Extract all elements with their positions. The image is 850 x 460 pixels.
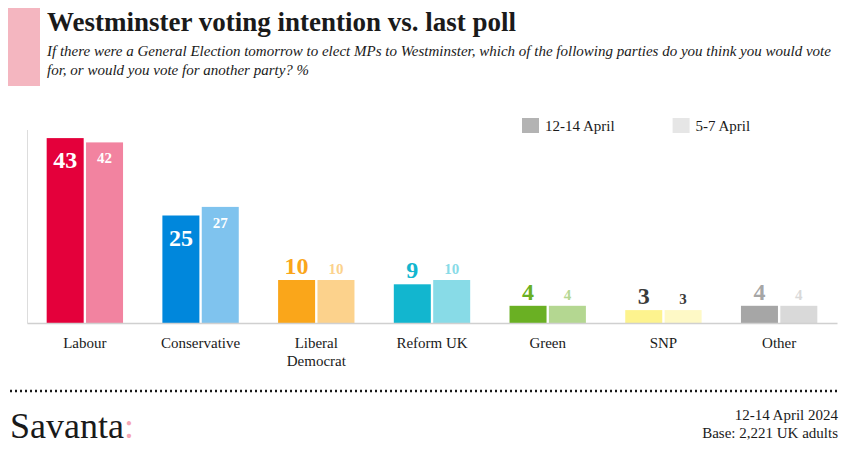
data-labels: 432510943442271010434 (53, 147, 803, 309)
x-tick: Reform UK (396, 323, 467, 351)
data-label: 25 (169, 225, 193, 251)
x-tick-label: Green (529, 335, 566, 351)
y-axis-line (27, 130, 28, 324)
bars (47, 138, 818, 323)
x-tick-label: Reform UK (396, 335, 467, 351)
chart-svg: Westminster voting intention vs. last po… (0, 0, 850, 460)
x-tick-label: Conservative (161, 335, 240, 351)
bar (433, 280, 470, 323)
data-label: 10 (328, 261, 343, 277)
legend-item: 5-7 April (673, 118, 751, 134)
footer-note: Base: 2,221 UK adults (702, 425, 838, 441)
x-tick-label: LiberalDemocrat (287, 335, 347, 369)
footer-note: 12-14 April 2024 (735, 407, 839, 423)
subtitle: If there were a General Election tomorro… (46, 43, 831, 78)
x-tick: Labour (63, 323, 106, 351)
x-tick-label: SNP (650, 335, 678, 351)
x-tick: LiberalDemocrat (287, 323, 347, 369)
x-tick: Other (762, 323, 796, 351)
legend-label: 12-14 April (545, 118, 615, 134)
x-axis: Labour Conservative LiberalDemocrat Reform … (28, 323, 838, 369)
data-label: 9 (406, 257, 418, 283)
x-tick: Green (529, 323, 566, 351)
data-label: 42 (97, 150, 112, 166)
source-logo: Savanta: (10, 406, 134, 446)
bar (86, 142, 123, 323)
bar (665, 310, 702, 323)
x-tick: Conservative (161, 323, 240, 351)
x-tick-label: Labour (63, 335, 106, 351)
data-label: 4 (564, 287, 572, 303)
legend-label: 5-7 April (696, 118, 751, 134)
legend-item: 12-14 April (522, 118, 615, 134)
bar (317, 280, 354, 323)
data-label: 43 (53, 147, 77, 173)
title-accent (8, 8, 40, 86)
x-tick-label: Other (762, 335, 796, 351)
data-label: 4 (522, 279, 534, 305)
data-label: 4 (753, 279, 765, 305)
x-axis-line (28, 323, 838, 325)
bar (741, 306, 778, 323)
bar (162, 216, 199, 324)
bar (202, 207, 239, 323)
footer-rule (10, 390, 840, 393)
y-axis (27, 130, 28, 324)
x-tick: SNP (650, 323, 678, 351)
bar (510, 306, 547, 323)
title: Westminster voting intention vs. last po… (47, 7, 517, 37)
bar (549, 306, 586, 323)
bar (625, 310, 662, 323)
data-label: 4 (795, 287, 803, 303)
bar (394, 284, 431, 323)
legend-swatch (522, 118, 539, 133)
data-label: 10 (285, 253, 309, 279)
data-label: 10 (444, 261, 459, 277)
legend: 12-14 April 5-7 April (522, 118, 750, 134)
bar (278, 280, 315, 323)
data-label: 3 (638, 283, 650, 309)
bar (780, 306, 817, 323)
chart-container: Westminster voting intention vs. last po… (0, 0, 850, 460)
legend-swatch (673, 118, 690, 133)
data-label: 3 (679, 291, 687, 307)
data-label: 27 (213, 215, 229, 231)
bar (47, 138, 84, 323)
